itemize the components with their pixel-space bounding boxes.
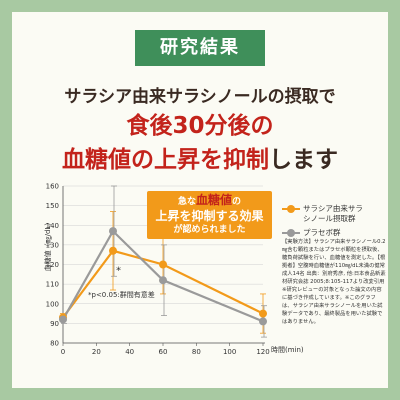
- y-tick-7: 150: [46, 202, 59, 210]
- data-point-placebo-1: [109, 227, 117, 236]
- headline-line-3: 血糖値の上昇を抑制します: [0, 140, 400, 174]
- x-tick-0: 0: [61, 348, 65, 356]
- legend-swatch-salacia: [282, 205, 300, 213]
- y-tick-2: 100: [46, 300, 59, 308]
- data-point-salacia-3: [259, 309, 267, 318]
- legend-swatch-placebo: [282, 229, 300, 237]
- x-tick-3: 60: [159, 348, 168, 356]
- legend-item-placebo: プラセボ群: [282, 228, 369, 238]
- x-tick-1: 20: [92, 348, 101, 356]
- y-tick-4: 120: [46, 261, 59, 269]
- chart-legend: サラシア由来サラシノール摂取群 プラセボ群: [282, 204, 369, 242]
- data-point-placebo-3: [259, 317, 267, 326]
- legend-item-salacia: サラシア由来サラシノール摂取群: [282, 204, 369, 224]
- x-tick-5: 100: [223, 348, 236, 356]
- headline-line-1: サラシア由来サラシノールの摂取で: [64, 87, 336, 107]
- y-tick-0: 80: [50, 340, 59, 348]
- callout-part-3: の: [232, 197, 242, 207]
- method-note: 【実験方法】サラシア由来サラシノール0.2㎎含む顆粒またはプラセボ顆粒を摂取後、…: [282, 239, 386, 325]
- headline-emphasis: 血糖値の上昇を抑制: [62, 147, 269, 173]
- legend-label-salacia: サラシア由来サラシノール摂取群: [303, 204, 363, 223]
- x-tick-6: 120: [256, 348, 269, 356]
- headline-line-2: 食後30分後の: [126, 113, 274, 139]
- data-point-placebo-0: [59, 315, 67, 324]
- section-badge: 研究結果: [135, 30, 265, 66]
- series-line-salacia: [62, 249, 264, 319]
- y-tick-5: 130: [46, 241, 59, 249]
- data-point-salacia-2: [159, 260, 167, 269]
- y-tick-6: 140: [46, 222, 59, 230]
- y-tick-3: 110: [46, 281, 59, 289]
- headline-tail: します: [269, 147, 338, 173]
- significance-star: *: [116, 265, 121, 276]
- x-tick-2: 40: [125, 348, 134, 356]
- x-tick-4: 80: [192, 348, 201, 356]
- callout-part-2: 血糖値: [195, 193, 232, 207]
- significance-note: *p<0.05:群間有意差: [88, 291, 155, 299]
- callout-part-1: 急な: [177, 197, 196, 207]
- data-point-placebo-2: [159, 276, 167, 285]
- callout-part-5: が認められました: [173, 225, 246, 235]
- data-point-salacia-1: [109, 246, 117, 255]
- callout-part-4: 上昇を抑制する効果: [155, 209, 264, 223]
- y-tick-8: 160: [46, 183, 59, 191]
- y-axis-label: 血糖値（㎎/dL）: [43, 219, 53, 272]
- y-tick-1: 90: [50, 320, 59, 328]
- x-axis-label: 時間(min): [271, 346, 304, 354]
- effect-callout: 急な血糖値の 上昇を抑制する効果 が認められました: [147, 191, 272, 239]
- series-line-placebo: [62, 229, 264, 323]
- legend-label-placebo: プラセボ群: [303, 228, 341, 237]
